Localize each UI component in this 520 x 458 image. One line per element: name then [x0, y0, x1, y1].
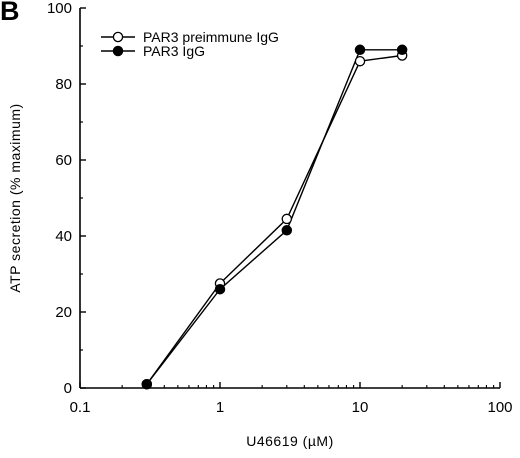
panel-label: B: [0, 0, 20, 26]
x-axis-title: U46619 (µM): [246, 433, 333, 449]
open-data-point: [281, 213, 293, 225]
y-axis-title: ATP secretion (% maximum): [7, 103, 23, 292]
series-lines: [146, 49, 403, 385]
series-line-2: [146, 49, 403, 385]
y-tick-label: 20: [55, 304, 72, 321]
filled-data-point: [354, 44, 366, 56]
axis-titles: U46619 (µM) ATP secretion (% maximum): [7, 103, 333, 449]
filled-data-point: [214, 283, 226, 295]
filled-data-point: [141, 378, 153, 390]
x-tick-label: 100: [487, 399, 512, 416]
y-tick-label: 0: [64, 380, 72, 397]
axes: 0 20 40 60 80 100 0.1 1 10 100: [47, 0, 513, 416]
y-tick-label: 40: [55, 228, 72, 245]
x-tick-label: 10: [352, 399, 369, 416]
filled-data-point: [281, 225, 293, 236]
x-tick-label: 1: [216, 399, 224, 416]
series-markers: [141, 44, 408, 390]
y-tick-label: 100: [47, 0, 72, 17]
open-data-point: [354, 55, 366, 67]
legend-marker: [112, 31, 124, 43]
legend-label: PAR3 IgG: [143, 43, 205, 59]
y-tick-label: 60: [55, 152, 72, 169]
filled-data-point: [396, 44, 408, 56]
legend-label: PAR3 preimmune IgG: [143, 29, 279, 45]
y-tick-label: 80: [55, 76, 72, 93]
x-tick-label: 0.1: [70, 399, 91, 416]
legend-marker: [112, 45, 124, 57]
